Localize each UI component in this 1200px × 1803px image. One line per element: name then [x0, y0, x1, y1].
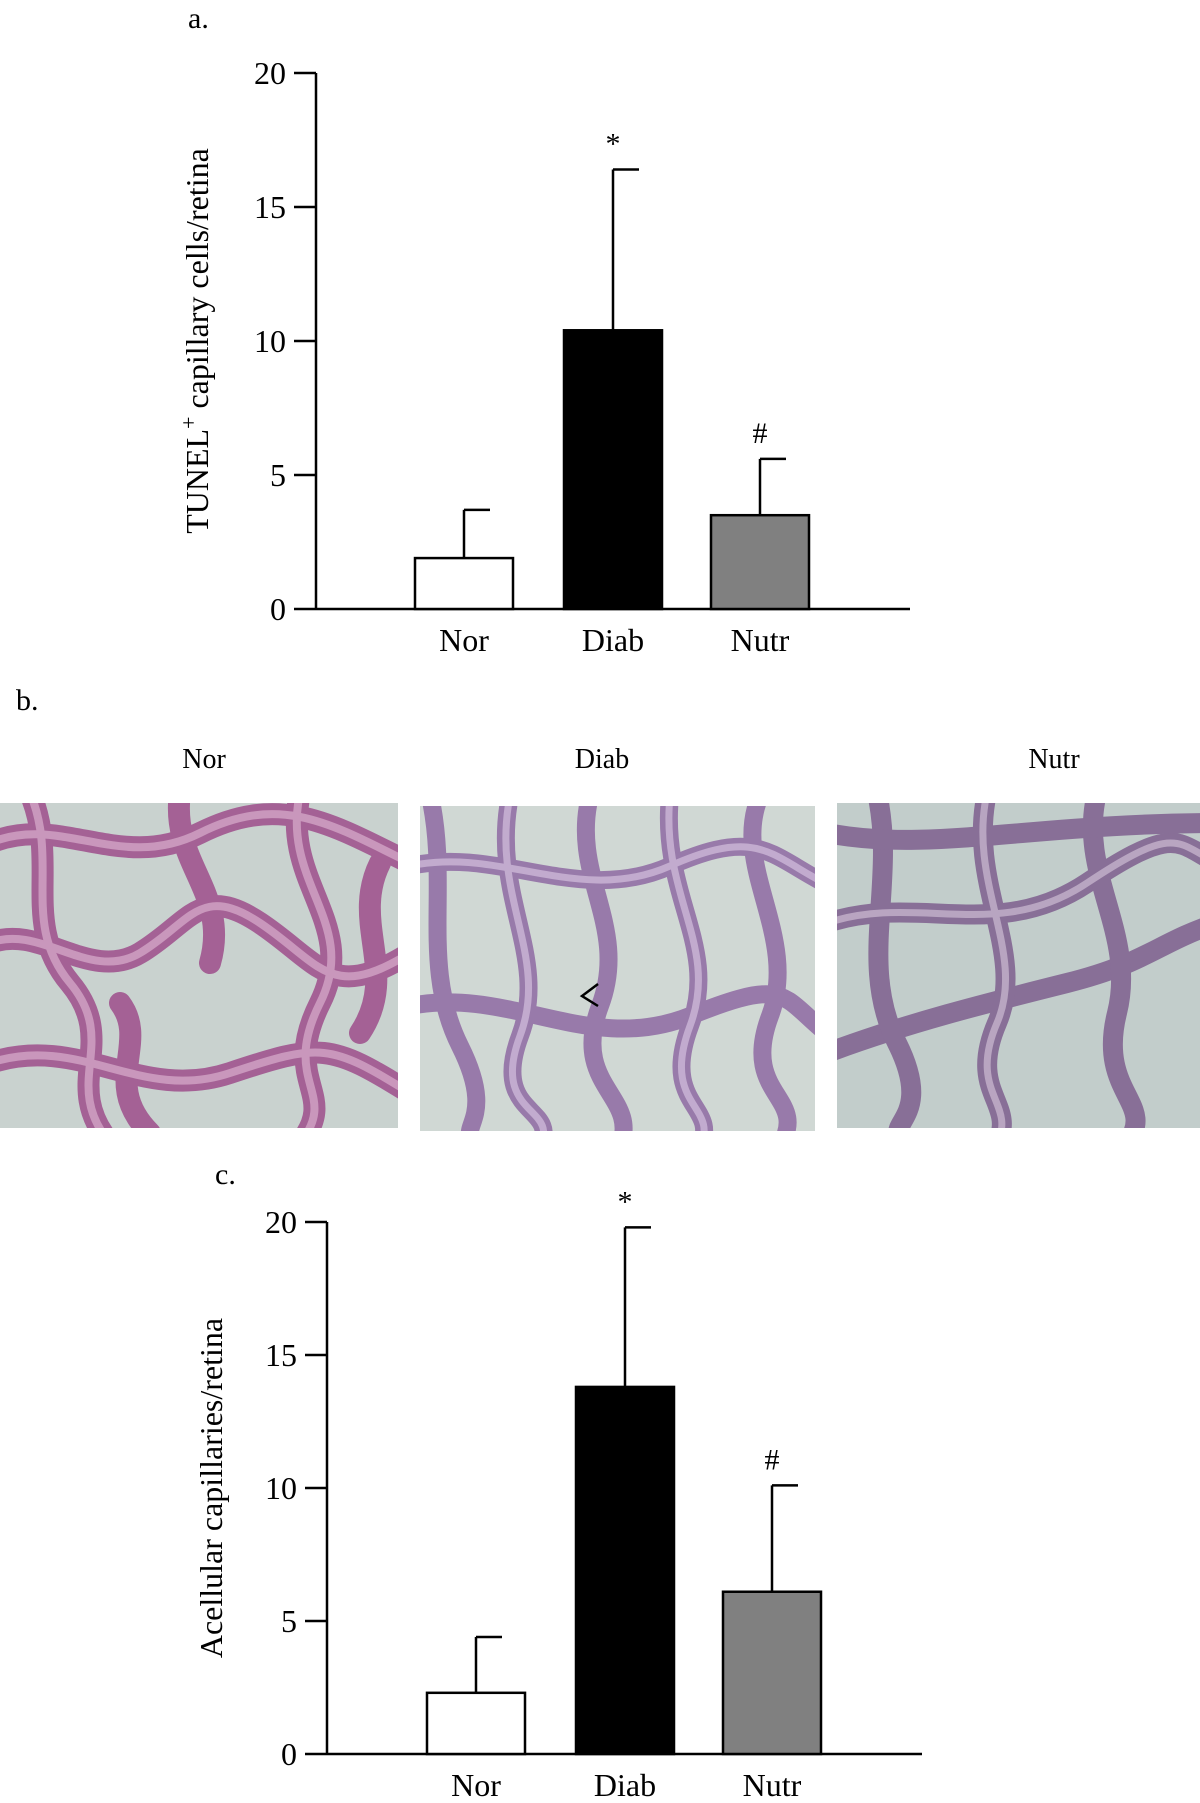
chart-a-y-tick-label: 20	[254, 55, 286, 91]
chart-c-y-tick-label: 0	[281, 1736, 297, 1772]
chart-c-bar-nor	[425, 1691, 527, 1756]
chart-c-bar-nutr	[721, 1590, 823, 1756]
chart-c-category-label: Diab	[594, 1767, 656, 1803]
chart-a: 0 5 10 15 20 Nor * Diab # Nutr TUNEL+ capillary ce…	[0, 0, 1200, 680]
panel-a-label: a.	[188, 2, 209, 35]
chart-a-category-label: Nutr	[731, 622, 790, 658]
chart-c-y-tick-label: 20	[265, 1204, 297, 1240]
chart-a-svg: 0 5 10 15 20 Nor * Diab # Nutr TUNEL+ capillary ce…	[176, 55, 910, 658]
chart-a-y-tick-label: 10	[254, 323, 286, 359]
panel-b-label: b.	[16, 684, 39, 717]
chart-a-bar-nutr	[709, 513, 811, 611]
chart-a-bar-nor	[413, 556, 515, 611]
chart-a-significance-diab: *	[606, 127, 621, 160]
micrograph-title-nutr: Nutr	[1028, 744, 1080, 775]
chart-c-y-tick-label: 15	[265, 1337, 297, 1373]
chart-c-category-label: Nutr	[743, 1767, 802, 1803]
micrograph-title-diab: Diab	[574, 744, 630, 775]
chart-a-y-tick-label: 0	[270, 591, 286, 627]
micrograph-diab	[420, 806, 815, 1131]
panel-c-label: c.	[215, 1158, 236, 1191]
chart-a-significance-nutr: #	[753, 417, 768, 450]
micrograph-nutr	[837, 803, 1200, 1128]
chart-c-significance-nutr: #	[765, 1443, 780, 1476]
chart-a-y-tick-label: 5	[270, 457, 286, 493]
chart-c-y-tick-label: 5	[281, 1603, 297, 1639]
chart-c: 0 5 10 15 20 Nor * Diab # Nutr Acellular capillari…	[0, 1150, 1200, 1803]
chart-a-category-label: Nor	[439, 622, 489, 658]
chart-c-y-tick-label: 10	[265, 1470, 297, 1506]
chart-a-y-axis-label: TUNEL+ capillary cells/retina	[176, 148, 215, 534]
chart-a-y-tick-label: 15	[254, 189, 286, 225]
micrograph-title-nor: Nor	[182, 744, 226, 775]
chart-c-svg: 0 5 10 15 20 Nor * Diab # Nutr Acellular capillari…	[193, 1185, 922, 1803]
chart-a-category-label: Diab	[582, 622, 644, 658]
micrograph-nor	[0, 803, 398, 1128]
chart-a-bar-diab	[562, 329, 664, 611]
chart-c-category-label: Nor	[451, 1767, 501, 1803]
chart-c-significance-diab: *	[618, 1185, 633, 1218]
chart-c-y-axis-label: Acellular capillaries/retina	[193, 1318, 229, 1658]
chart-c-bar-diab	[574, 1385, 676, 1756]
